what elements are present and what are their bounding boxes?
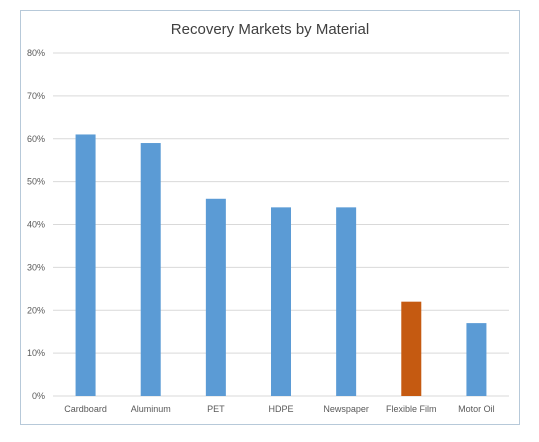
bar-pet [205, 198, 226, 396]
x-tick-label: Flexible Film [386, 404, 437, 414]
x-tick-label: Cardboard [64, 404, 107, 414]
chart-frame: Recovery Markets by Material 0% 10% 20% 30%… [20, 10, 520, 425]
y-tick-label: 10% [27, 348, 45, 358]
bar-hdpe [271, 207, 291, 396]
y-tick-label: 40% [27, 220, 45, 230]
y-tick-label: 60% [27, 134, 45, 144]
x-tick-label: HDPE [268, 404, 293, 414]
bar-chart: 0% 10% 20% 30% 40% 50% 60% 70% 80% Cardboard Alumi… [27, 48, 509, 414]
y-tick-label: 70% [27, 91, 45, 101]
x-tick-label: Newspaper [323, 404, 369, 414]
bar-newspaper [336, 207, 357, 396]
y-tick-label: 80% [27, 48, 45, 58]
bar-motor-oil [466, 323, 487, 396]
x-tick-label: PET [207, 404, 225, 414]
bar-aluminum [140, 143, 161, 396]
y-tick-label: 0% [32, 391, 45, 401]
y-tick-label: 20% [27, 305, 45, 315]
x-tick-label: Aluminum [131, 404, 171, 414]
bar-cardboard [75, 134, 96, 396]
chart-title: Recovery Markets by Material [170, 21, 370, 38]
x-tick-label: Motor Oil [458, 404, 495, 414]
y-tick-label: 30% [27, 262, 45, 272]
bar-flexible-film [401, 301, 422, 396]
y-tick-label: 50% [27, 177, 45, 187]
